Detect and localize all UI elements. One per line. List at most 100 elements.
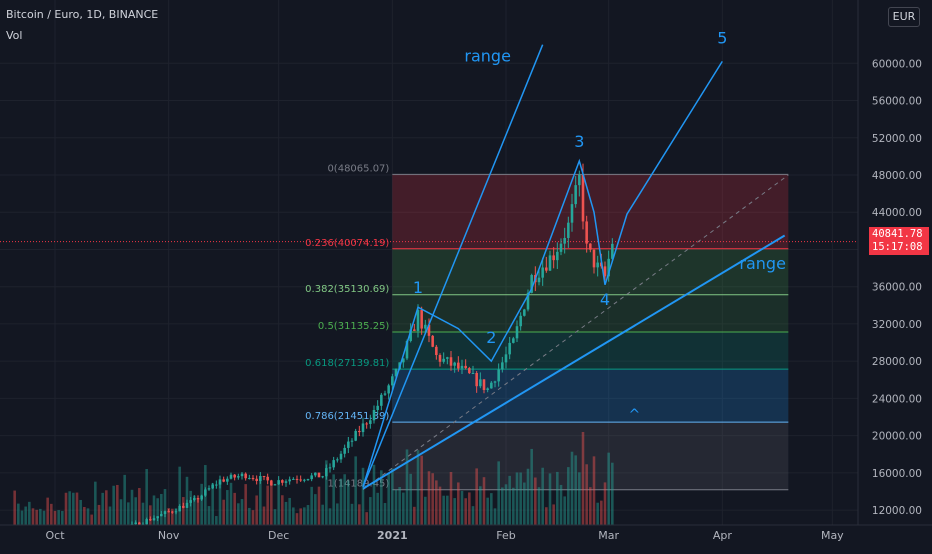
volume-bar [567, 467, 570, 525]
volume-bar [42, 510, 46, 525]
volume-bar [207, 506, 211, 525]
candle-body [387, 385, 390, 394]
volume-bar [343, 474, 346, 525]
candle-body [537, 277, 541, 283]
volume-bar [508, 475, 511, 525]
last-price-value: 40841.78 [872, 228, 923, 240]
volume-bar [361, 467, 365, 525]
candle-body [229, 474, 233, 479]
drawings[interactable]: 1 2 3 4 5 range range ^ [362, 28, 789, 491]
volume-bar [233, 492, 236, 525]
volume-bar [321, 504, 324, 525]
volume-bar [574, 455, 577, 525]
volume-bar [174, 508, 178, 525]
fib-level-label: 0.786(21451.39) [305, 411, 389, 422]
candle-body [501, 362, 504, 370]
candle-body [303, 479, 306, 481]
candle-body [482, 379, 486, 390]
volume-bar [35, 509, 38, 525]
fib-zone [392, 248, 789, 295]
candle-body [424, 324, 427, 329]
volume-bar [563, 496, 566, 525]
volume-bar [259, 478, 262, 525]
volume-bar [86, 508, 90, 525]
volume-bar [237, 503, 240, 525]
candle-body [391, 376, 394, 386]
volume-bar [559, 484, 563, 525]
volume-bar [79, 499, 82, 525]
volume-bar [244, 484, 247, 525]
volume-bar [420, 455, 423, 525]
candle-body [196, 498, 200, 500]
volume-bar [39, 508, 42, 525]
candle-body [215, 484, 218, 486]
volume-bar [383, 503, 387, 525]
volume-bar [336, 503, 339, 525]
volume-bar [607, 452, 610, 525]
currency-button[interactable]: EUR [888, 7, 920, 27]
candle-body [515, 326, 519, 339]
volume-bar [288, 497, 291, 525]
volume-bar [479, 486, 482, 525]
volume-bar [46, 497, 49, 525]
candle-body [149, 519, 152, 521]
range-upper-line [362, 44, 544, 488]
volume-bar [171, 508, 174, 525]
volume-bar [75, 492, 79, 525]
volume-bar [273, 509, 277, 525]
volume-bar [446, 495, 449, 525]
volume-bar [523, 482, 526, 525]
candle-body [237, 476, 240, 478]
volume-bar [196, 499, 200, 525]
price-tick-label: 44000.00 [872, 207, 922, 219]
volume-bar [596, 502, 599, 525]
time-axis[interactable]: Oct Nov Dec 2021 Feb Mar Apr May [45, 529, 844, 542]
candle-body [464, 365, 467, 369]
volume-bar [218, 482, 222, 525]
candle-body [493, 381, 497, 383]
volume-bar [178, 466, 181, 525]
candle-body [512, 338, 515, 343]
fib-level-label: 0.382(35130.69) [305, 284, 389, 295]
candle-body [405, 340, 409, 359]
volume-bar [354, 456, 357, 525]
candle-body [306, 479, 310, 481]
candle-body [204, 489, 207, 496]
volume-bar [490, 493, 493, 525]
fib-retracement[interactable]: 0(48065.07) 0.236(40074.19) 0.382(35130.69… [0, 163, 858, 491]
wave-label: 3 [574, 132, 584, 151]
range-lower-label: range [739, 254, 786, 273]
candle-body [266, 476, 269, 481]
candle-body [317, 472, 321, 478]
volume-bar [427, 471, 431, 525]
volume-bar [453, 498, 456, 525]
price-tick-label: 52000.00 [872, 133, 922, 145]
volume-bar [123, 474, 126, 525]
candle-body [336, 459, 339, 461]
volume-indicator-label[interactable]: Vol [6, 29, 23, 42]
volume-bar [284, 501, 288, 525]
candle-body [486, 388, 489, 390]
wave-label: 2 [486, 328, 496, 347]
candle-body [160, 514, 163, 517]
volume-bar [471, 506, 475, 525]
candle-body [420, 309, 423, 329]
time-tick-label: May [821, 529, 844, 542]
volume-bar [145, 468, 148, 525]
candle-body [585, 221, 588, 244]
candle-body [376, 405, 379, 411]
volume-bar [112, 485, 115, 525]
volume-bar [592, 456, 596, 525]
candle-body [218, 479, 222, 485]
time-tick-label: Dec [268, 529, 289, 542]
volume-bar [68, 491, 71, 525]
candle-body [226, 478, 229, 482]
volume-bar [578, 472, 581, 525]
fib-level-label: 1(14189.45) [327, 479, 389, 490]
candle-body [471, 372, 475, 374]
time-tick-label: Nov [158, 529, 180, 542]
candle-body [431, 335, 434, 347]
